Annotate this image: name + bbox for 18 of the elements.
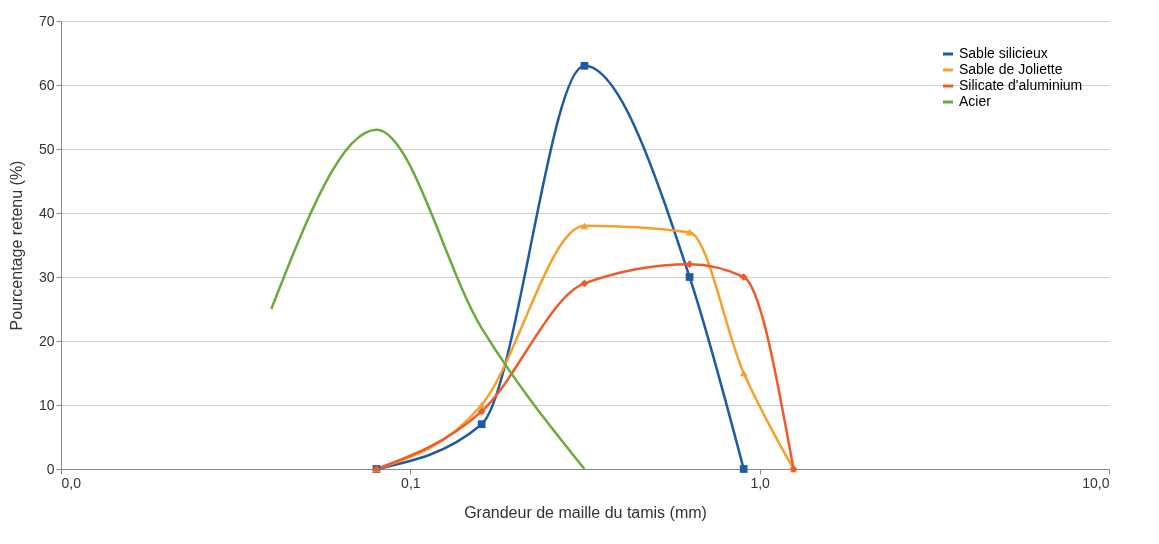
- y-tick-label: 70: [38, 12, 55, 29]
- x-tick-label: 0,0: [61, 474, 82, 491]
- legend-label: Sable silicieux: [959, 45, 1048, 61]
- y-axis-title: Pourcentage retenu (%): [7, 160, 25, 331]
- x-axis-title: Grandeur de maille du tamis (mm): [464, 503, 707, 521]
- y-tick-label: 60: [38, 76, 55, 93]
- y-tick-label: 40: [38, 204, 55, 221]
- x-tick-label: 1,0: [750, 474, 771, 491]
- legend-label: Acier: [959, 93, 992, 109]
- x-tick-label: 10,0: [1082, 474, 1110, 491]
- y-tick-label: 30: [38, 268, 55, 285]
- y-tick-label: 50: [38, 140, 55, 157]
- legend-label: Sable de Joliette: [959, 61, 1063, 77]
- legend-label: Silicate d'aluminium: [959, 77, 1083, 93]
- y-tick-label: 20: [38, 332, 55, 349]
- x-tick-label: 0,1: [401, 474, 421, 491]
- y-tick-label: 10: [38, 396, 55, 413]
- y-tick-label: 0: [46, 460, 55, 477]
